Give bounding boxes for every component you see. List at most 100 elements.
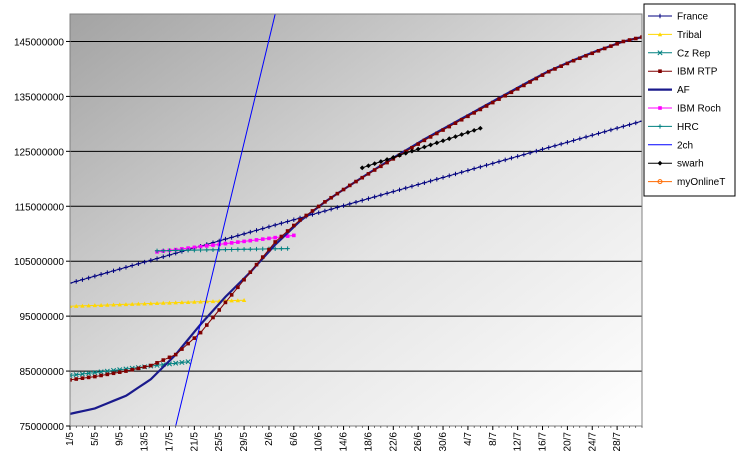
data-point [192, 336, 197, 340]
data-point [403, 185, 408, 191]
data-point [292, 223, 296, 228]
data-point [447, 173, 452, 178]
data-point [391, 189, 396, 194]
data-point [142, 301, 147, 306]
data-point [198, 330, 203, 335]
y-tick-label: 115000000 [15, 202, 65, 213]
data-point [179, 359, 185, 366]
data-point [447, 124, 452, 129]
data-point [161, 300, 166, 305]
data-point [136, 301, 141, 306]
data-point [279, 246, 284, 251]
series-france [70, 118, 642, 286]
data-point [465, 168, 471, 173]
data-point [70, 378, 72, 382]
data-point [428, 142, 434, 148]
data-point [111, 371, 116, 376]
legend-entry: IBM RTP [648, 67, 718, 78]
data-point [540, 73, 545, 77]
data-point [192, 299, 197, 304]
x-tick-label: 28/7 [612, 432, 623, 452]
x-tick-label: 24/7 [587, 432, 598, 452]
data-point [105, 270, 110, 275]
data-point [136, 261, 141, 266]
data-point [509, 155, 514, 161]
data-point [241, 247, 247, 252]
data-point [70, 372, 73, 379]
data-point [627, 38, 632, 42]
y-tick-label: 125000000 [14, 147, 64, 158]
data-point [204, 244, 209, 248]
data-point [248, 246, 253, 252]
data-point [254, 238, 259, 242]
data-point [210, 247, 216, 253]
data-point [565, 61, 570, 66]
data-point [235, 233, 241, 238]
data-point [366, 172, 371, 176]
data-point [235, 298, 241, 303]
x-tick-label: 13/5 [140, 432, 151, 452]
data-point [70, 304, 73, 309]
data-point [291, 217, 297, 222]
data-point [453, 134, 458, 139]
series-swarh [359, 125, 483, 171]
data-point [124, 369, 128, 373]
data-point [74, 279, 79, 284]
legend-entry: Tribal [648, 30, 702, 41]
data-point [180, 347, 184, 351]
data-point [615, 42, 619, 46]
x-tick-label: 8/7 [488, 432, 499, 446]
data-point [478, 107, 483, 112]
data-point [155, 361, 159, 365]
data-point [421, 144, 427, 150]
data-point [148, 258, 154, 263]
x-tick-label: 20/7 [562, 432, 573, 452]
data-point [117, 266, 122, 272]
legend-entry: IBM Roch [648, 104, 721, 115]
data-point [161, 358, 166, 362]
data-point [608, 127, 614, 133]
data-point [571, 58, 576, 63]
data-point [316, 204, 321, 209]
data-point [136, 366, 141, 371]
data-point [397, 187, 402, 193]
series-hrc [154, 246, 290, 253]
data-point [86, 375, 91, 380]
legend-entry: Cz Rep [648, 48, 711, 59]
data-point [260, 237, 265, 241]
data-point [521, 152, 527, 157]
data-point [242, 277, 246, 282]
data-point [173, 360, 179, 366]
data-point [359, 165, 365, 171]
data-point [596, 49, 601, 53]
x-tick-label: 29/5 [239, 432, 250, 452]
data-point [614, 125, 620, 131]
data-point [627, 122, 632, 127]
data-point [559, 64, 563, 68]
series-line [70, 361, 189, 376]
data-point [410, 145, 414, 150]
data-point [93, 374, 97, 379]
data-point [553, 67, 557, 71]
data-point [528, 80, 532, 84]
data-point [657, 32, 663, 37]
data-point [310, 212, 315, 217]
data-point [446, 136, 452, 142]
data-point [80, 277, 85, 282]
data-point [527, 150, 533, 156]
data-point [590, 133, 595, 138]
y-tick-label: 95000000 [20, 312, 65, 323]
data-point [459, 132, 465, 137]
data-point [167, 300, 172, 305]
data-point [92, 370, 98, 376]
data-point [490, 100, 495, 105]
data-point [323, 200, 327, 204]
series-line [175, 14, 276, 426]
data-point [503, 157, 508, 163]
data-point [490, 161, 495, 166]
data-point [515, 87, 520, 91]
data-point [403, 150, 409, 156]
data-point [198, 299, 203, 304]
data-point [223, 247, 228, 252]
